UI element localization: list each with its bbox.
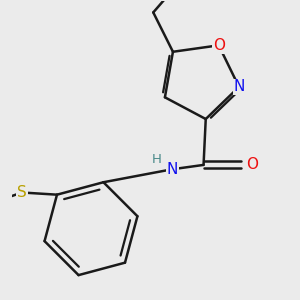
Text: H: H: [152, 153, 162, 166]
Text: N: N: [167, 162, 178, 177]
Text: O: O: [213, 38, 225, 53]
Text: S: S: [17, 185, 27, 200]
Text: O: O: [246, 158, 258, 172]
Text: N: N: [233, 80, 245, 94]
